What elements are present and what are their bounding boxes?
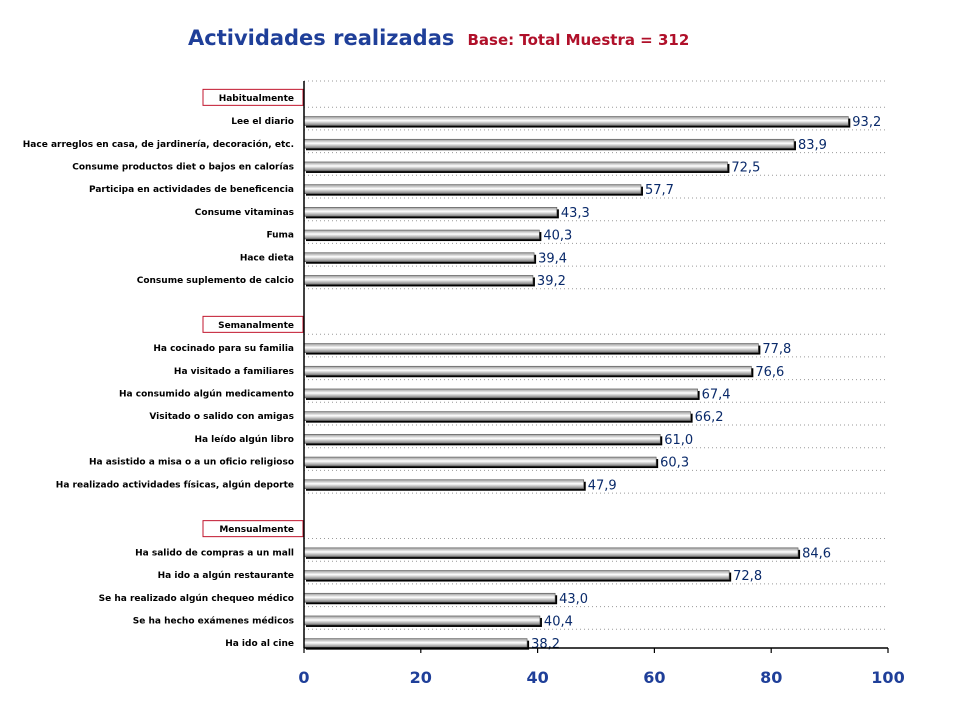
category-label: Consume productos diet o bajos en calorí… [72, 162, 294, 172]
category-label: Fuma [266, 231, 294, 241]
group-label: Semanalmente [218, 321, 294, 331]
value-label: 43,0 [559, 592, 588, 607]
value-label: 77,8 [762, 342, 791, 357]
bars-layer [303, 116, 851, 650]
chart-subtitle: Base: Total Muestra = 312 [467, 31, 690, 49]
group-label: Mensualmente [219, 525, 294, 535]
x-tick-label: 0 [298, 668, 309, 687]
value-label: 40,3 [543, 229, 572, 244]
group-label: Habitualmente [219, 94, 294, 104]
value-label: 39,2 [537, 274, 566, 289]
x-tick-label: 100 [871, 668, 904, 687]
bar [303, 388, 698, 399]
group-label-box [202, 315, 304, 333]
group-label-box [202, 520, 304, 538]
x-tick-label: 40 [526, 668, 548, 687]
value-label: 84,6 [802, 546, 831, 561]
bar [303, 116, 849, 126]
bar [303, 229, 540, 240]
value-label: 39,4 [538, 251, 567, 266]
category-label: Ha visitado a familiares [174, 367, 294, 377]
value-label: 47,9 [588, 478, 617, 493]
bar [303, 161, 728, 172]
bar [303, 456, 657, 467]
bar [303, 547, 799, 558]
bar [303, 138, 795, 149]
x-axis: 0 20 40 60 80 100 [298, 81, 905, 687]
bar [303, 411, 691, 421]
category-label: Ha ido a algún restaurante [158, 571, 294, 581]
bar [303, 365, 752, 376]
bar [303, 479, 585, 490]
value-label: 40,4 [544, 614, 573, 629]
category-label: Hace arreglos en casa, de jardinería, de… [23, 139, 294, 150]
value-label: 60,3 [660, 456, 689, 471]
category-label: Consume vitaminas [195, 208, 294, 218]
category-label: Participa en actividades de beneficencia [89, 185, 294, 195]
bar [303, 343, 759, 353]
value-label: 72,5 [731, 160, 760, 175]
category-label: Se ha hecho exámenes médicos [133, 615, 294, 626]
category-label: Hace dieta [240, 253, 294, 263]
chart-title-block: Actividades realizadas Base: Total Muest… [188, 26, 689, 50]
category-label: Ha realizado actividades físicas, algún … [56, 480, 294, 490]
category-label: Ha cocinado para su familia [153, 344, 294, 354]
value-label: 38,2 [531, 637, 560, 652]
value-label: 67,4 [702, 387, 731, 402]
chart-title: Actividades realizadas [188, 26, 455, 50]
bar [303, 592, 556, 603]
bar [303, 570, 730, 580]
category-label: Ha ido al cine [225, 639, 294, 649]
bar [303, 275, 534, 285]
bar [303, 252, 535, 263]
bar [303, 207, 558, 217]
bar [303, 434, 661, 444]
value-label: 93,2 [852, 115, 881, 130]
category-label: Consume suplemento de calcio [137, 276, 294, 286]
value-label: 83,9 [798, 138, 827, 153]
category-label: Se ha realizado algún chequeo médico [99, 593, 294, 604]
bar [303, 184, 642, 194]
value-label: 76,6 [755, 365, 784, 380]
category-label: Lee el diario [231, 117, 294, 127]
category-label: Ha leído algún libro [194, 435, 294, 445]
grid-layer [304, 80, 888, 630]
value-label: 66,2 [695, 410, 724, 425]
category-label: Visitado o salido con amigas [149, 412, 294, 422]
group-label-box [202, 88, 304, 106]
category-label: Ha salido de compras a un mall [135, 548, 294, 558]
value-label: 43,3 [561, 206, 590, 221]
labels-layer: Habitualmente Lee el diario 93,2 Hace arreg… [23, 88, 881, 652]
bar [303, 615, 541, 626]
category-label: Ha consumido algún medicamento [119, 389, 294, 399]
bar [303, 638, 528, 648]
x-tick-label: 80 [760, 668, 782, 687]
value-label: 57,7 [645, 183, 674, 198]
value-label: 72,8 [733, 569, 762, 584]
category-label: Ha asistido a misa o a un oficio religio… [89, 458, 294, 468]
x-tick-label: 60 [643, 668, 665, 687]
value-label: 61,0 [664, 433, 693, 448]
x-tick-label: 20 [410, 668, 432, 687]
